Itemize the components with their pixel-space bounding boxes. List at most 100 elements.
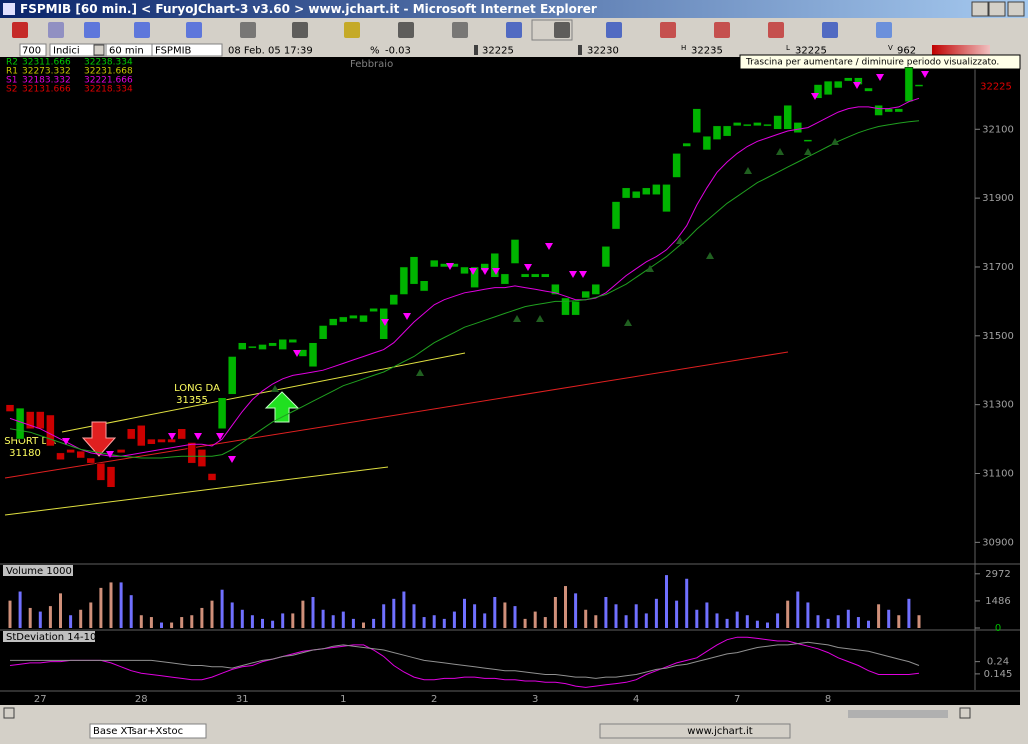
sell-marker	[469, 268, 477, 275]
toolbar-button[interactable]	[134, 22, 150, 38]
candle-body	[581, 290, 590, 299]
toolbar-button[interactable]	[606, 22, 622, 38]
toolbar-button[interactable]	[768, 22, 784, 38]
candle-body	[349, 314, 358, 319]
candle-body	[96, 462, 106, 481]
sell-marker	[921, 71, 929, 78]
buy-marker	[676, 237, 684, 244]
toolbar-button[interactable]	[12, 22, 28, 38]
y-tick-label: 32100	[982, 124, 1014, 135]
low-label: L	[786, 44, 790, 52]
scroll-track[interactable]	[848, 710, 948, 718]
symbol: FSPMIB	[155, 46, 192, 57]
volume-bar	[725, 618, 729, 628]
volume-bar	[766, 622, 769, 628]
toolbar-button[interactable]	[660, 22, 676, 38]
candle-body	[884, 108, 893, 113]
group: Indici	[53, 46, 80, 57]
volume-bar	[382, 604, 386, 628]
maximize-button[interactable]	[988, 1, 1006, 17]
annotation-value: 31180	[9, 448, 41, 459]
buy-marker	[646, 265, 654, 272]
volume-bar	[69, 615, 73, 628]
volume-bar	[190, 615, 194, 628]
volume-bar	[715, 613, 719, 628]
sell-marker	[545, 243, 553, 250]
scrollbar[interactable]	[1020, 42, 1028, 705]
toolbar-button[interactable]	[344, 22, 360, 38]
y-tick-label: 31700	[982, 262, 1014, 273]
minimize-button[interactable]	[971, 1, 989, 17]
close-button[interactable]	[1007, 1, 1025, 17]
volume-bar	[281, 613, 285, 628]
candle-body	[379, 308, 388, 340]
volume-bar	[392, 598, 396, 628]
candle-body	[177, 428, 186, 440]
candle-body	[429, 259, 439, 268]
toolbar-button[interactable]	[506, 22, 522, 38]
toolbar-button[interactable]	[714, 22, 730, 38]
volume-bar	[745, 615, 749, 628]
buy-marker	[831, 138, 839, 145]
volume-bar	[867, 620, 870, 628]
candle-body	[278, 339, 287, 350]
sell-arrow	[81, 421, 117, 457]
candle-body	[46, 414, 55, 447]
scroll-left[interactable]	[3, 707, 15, 719]
month-label: Febbraio	[350, 59, 393, 70]
y-tick-label: 31900	[982, 193, 1014, 204]
pivot-value: 32218.334	[84, 85, 133, 95]
y-tick-label: 31500	[982, 331, 1014, 342]
moving-average	[9, 97, 920, 457]
toolbar-button[interactable]	[876, 22, 892, 38]
toolbar-button[interactable]	[240, 22, 256, 38]
toolbar-button[interactable]	[554, 22, 570, 38]
sell-marker	[569, 271, 577, 278]
bars-field[interactable]	[19, 43, 47, 57]
toolbar-button[interactable]	[84, 22, 100, 38]
candle-body	[530, 273, 540, 278]
volume-bar	[553, 597, 557, 628]
candle-body	[238, 342, 247, 350]
high: 32235	[691, 46, 723, 57]
candle-body	[601, 246, 611, 268]
volume-bar	[685, 578, 689, 628]
candle-body	[642, 187, 651, 195]
toolbar-button[interactable]	[822, 22, 838, 38]
y-tick-label: 1486	[985, 596, 1010, 607]
template-field[interactable]	[89, 723, 207, 739]
candle-body	[682, 142, 691, 147]
datetime: 08 Feb. 05 17:39	[228, 46, 313, 57]
x-tick-label: 27	[34, 694, 47, 705]
y-tick-label: 0.24	[987, 657, 1009, 668]
volume-bar	[149, 617, 153, 628]
toolbar-button[interactable]	[186, 22, 202, 38]
toolbar-button[interactable]	[48, 22, 64, 38]
annotation-value: 31355	[176, 395, 208, 406]
volume-bar	[59, 593, 62, 628]
app-icon	[3, 3, 15, 15]
toolbar-button[interactable]	[398, 22, 414, 38]
sell-marker	[106, 451, 114, 458]
last: 32230	[587, 46, 619, 57]
candle-body	[399, 266, 409, 295]
toolbar-button[interactable]	[452, 22, 468, 38]
candle-body	[137, 425, 146, 447]
volume-bar	[574, 593, 578, 628]
candle-body	[248, 345, 257, 349]
volume-bar	[735, 611, 739, 628]
low: 32225	[795, 46, 827, 57]
candle-body	[914, 84, 924, 87]
panel-title-box	[3, 631, 95, 642]
candle-body	[833, 80, 843, 89]
symbol-field[interactable]	[151, 43, 223, 57]
candle-body	[157, 438, 166, 443]
volume-bar	[755, 620, 759, 628]
volume-bar	[210, 600, 214, 628]
pivot-value: 32231.668	[84, 67, 133, 77]
group-dropdown[interactable]	[93, 44, 105, 56]
pivot-value: 32311.666	[22, 58, 71, 68]
sell-marker	[293, 350, 301, 357]
scroll-right[interactable]	[959, 707, 971, 719]
toolbar-button[interactable]	[292, 22, 308, 38]
